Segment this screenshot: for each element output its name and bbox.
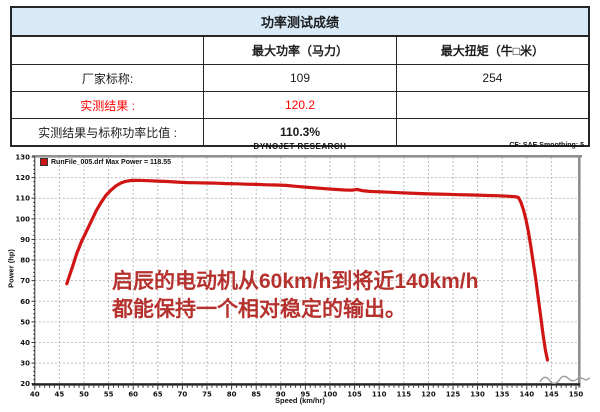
plot-top-border — [32, 155, 582, 158]
x-tick-label: 80 — [227, 391, 237, 399]
legend-square-icon — [40, 158, 48, 166]
x-tick-label: 70 — [178, 391, 188, 399]
row-measured-label: 实测结果 : — [10, 91, 205, 119]
x-tick-label: 85 — [251, 391, 261, 399]
annotation-line-1: 启辰的电动机从60km/h到将近140km/h — [112, 270, 479, 293]
row-factory-torque: 254 — [395, 64, 590, 92]
x-tick-label: 150 — [569, 391, 584, 399]
power-test-table: 功率测试成绩 最大功率（马力） 最大扭矩（牛□米） 厂家标称: 109 254 … — [10, 6, 590, 147]
y-tick-label: 80 — [20, 257, 30, 265]
table-row: 实测结果 : 120.2 — [10, 91, 590, 119]
row-ratio-label: 实测结果与标称功率比值 : — [10, 118, 205, 147]
table-title-row: 功率测试成绩 — [10, 6, 590, 37]
x-tick-label: 45 — [55, 391, 65, 399]
legend-label: RunFile_005.drf Max Power = 118.55 — [51, 158, 172, 166]
x-tick-label: 115 — [396, 391, 411, 399]
row-measured-power: 120.2 — [203, 91, 397, 119]
table-row: 厂家标称: 109 254 — [10, 64, 590, 92]
x-tick-label: 40 — [30, 391, 40, 399]
y-tick-label: 120 — [15, 174, 30, 182]
y-tick-label: 30 — [20, 360, 30, 368]
y-tick-label: 130 — [15, 154, 30, 162]
y-axis-label: Power (hp) — [6, 249, 16, 288]
x-tick-label: 75 — [202, 391, 212, 399]
header-max-torque: 最大扭矩（牛□米） — [395, 35, 590, 65]
x-tick-label: 145 — [544, 391, 559, 399]
table-row: 实测结果与标称功率比值 : 110.3% — [10, 118, 590, 147]
row-measured-torque — [395, 91, 590, 119]
header-blank-cell — [10, 35, 205, 65]
x-tick-label: 140 — [519, 391, 534, 399]
x-tick-label: 110 — [372, 391, 387, 399]
x-tick-label: 65 — [153, 391, 163, 399]
table-header-row: 最大功率（马力） 最大扭矩（牛□米） — [10, 35, 590, 65]
y-tick-label: 60 — [20, 298, 30, 306]
x-tick-label: 135 — [495, 391, 510, 399]
dyno-chart: 20 30 40 50 60 70 80 90 100 110 120 130 40 45 50 55 60 65… — [0, 140, 600, 412]
x-tick-label: 105 — [347, 391, 362, 399]
y-tick-label: 110 — [15, 195, 30, 203]
x-axis-label: Speed (km/hr) — [274, 396, 325, 405]
y-tick-label: 20 — [20, 380, 30, 388]
dyno-chart-svg: 20 30 40 50 60 70 80 90 100 110 120 130 40 45 50 55 60 65… — [15, 154, 591, 399]
x-tick-label: 60 — [128, 391, 138, 399]
row-ratio-torque — [395, 118, 590, 147]
x-tick-label: 100 — [323, 391, 338, 399]
x-tick-label: 90 — [276, 391, 286, 399]
y-tick-label: 100 — [15, 215, 30, 223]
x-tick-label: 130 — [470, 391, 485, 399]
x-tick-label: 55 — [104, 391, 114, 399]
x-tick-label: 95 — [301, 391, 311, 399]
watermark-scribble — [539, 375, 591, 385]
y-tick-label: 90 — [20, 236, 30, 244]
y-tick-label: 50 — [20, 318, 30, 326]
x-tick-label: 50 — [79, 391, 89, 399]
table-title: 功率测试成绩 — [10, 6, 590, 37]
chart-title: DYNOJET RESEARCH — [253, 142, 347, 151]
row-factory-power: 109 — [203, 64, 397, 92]
header-max-power: 最大功率（马力） — [203, 35, 397, 65]
annotation-line-2: 都能保持一个相对稳定的输出。 — [112, 297, 406, 321]
chart-legend: RunFile_005.drf Max Power = 118.55 — [40, 158, 171, 166]
y-tick-label: 70 — [20, 277, 30, 285]
chart-corner-note: CF: SAE Smoothing: 5 — [509, 142, 584, 149]
power-curve — [65, 178, 550, 362]
x-tick-label: 125 — [446, 391, 461, 399]
plot-right-border — [578, 155, 581, 388]
x-axis-line — [32, 383, 580, 386]
y-tick-label: 40 — [20, 339, 30, 347]
row-factory-label: 厂家标称: — [10, 64, 205, 92]
chart-annotation: 启辰的电动机从60km/h到将近140km/h 都能保持一个相对稳定的输出。 — [112, 268, 478, 323]
x-tick-label: 120 — [421, 391, 436, 399]
